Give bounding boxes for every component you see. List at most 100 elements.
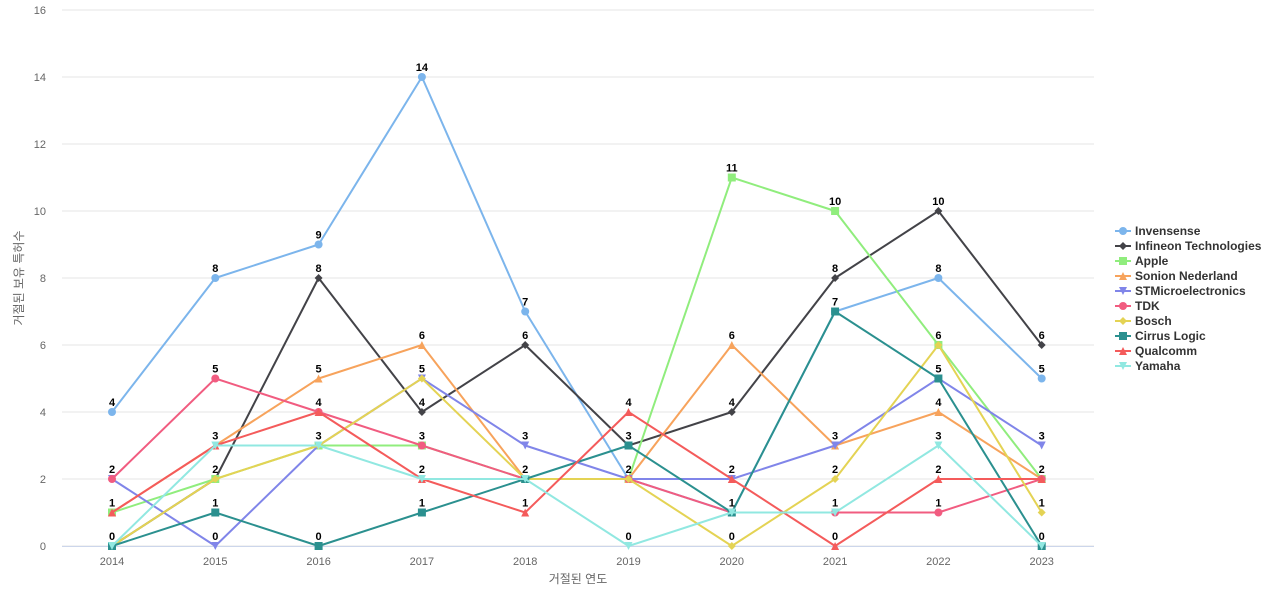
data-label: 4 xyxy=(316,397,323,409)
data-label: 1 xyxy=(212,498,218,510)
data-point xyxy=(108,508,116,517)
data-label: 0 xyxy=(109,531,115,543)
y-tick-label: 6 xyxy=(40,340,46,352)
legend-item-yamaha[interactable]: Yamaha xyxy=(1115,359,1181,373)
legend-item-stmicroelectronics[interactable]: STMicroelectronics xyxy=(1115,284,1246,298)
data-point xyxy=(624,408,633,416)
data-label: 1 xyxy=(832,498,838,510)
data-labels: 4210853210985430146543217632143201164210… xyxy=(109,62,1045,543)
data-label: 2 xyxy=(212,464,218,476)
data-label: 2 xyxy=(832,464,838,476)
data-label: 0 xyxy=(729,531,735,543)
data-label: 5 xyxy=(212,364,218,376)
legend-item-sonion-nederland[interactable]: Sonion Nederland xyxy=(1115,269,1238,283)
data-point xyxy=(108,542,116,550)
legend-label: Bosch xyxy=(1135,314,1172,328)
legend-label: Cirrus Logic xyxy=(1135,329,1206,343)
data-point xyxy=(417,441,426,450)
data-point xyxy=(727,408,736,416)
data-label: 11 xyxy=(726,163,738,175)
data-point xyxy=(211,542,220,550)
data-point xyxy=(417,73,426,81)
data-label: 0 xyxy=(316,531,322,543)
legend-item-bosch[interactable]: Bosch xyxy=(1115,314,1172,328)
legend-item-apple[interactable]: Apple xyxy=(1115,254,1169,268)
legend-label: TDK xyxy=(1135,299,1160,313)
series-infineon-technologies xyxy=(108,207,1046,550)
data-label: 0 xyxy=(1039,531,1045,543)
data-point xyxy=(624,441,633,450)
data-point xyxy=(831,207,840,215)
data-point xyxy=(417,374,426,383)
data-point xyxy=(934,341,943,349)
x-tick-label: 2017 xyxy=(410,556,434,568)
legend-label: Invensense xyxy=(1135,224,1201,238)
series-line xyxy=(111,411,1043,547)
data-label: 5 xyxy=(419,364,425,376)
legend-marker xyxy=(1119,257,1127,265)
data-point xyxy=(211,475,220,483)
data-label: 1 xyxy=(522,498,528,510)
data-label: 1 xyxy=(1039,498,1045,510)
data-label: 5 xyxy=(1039,364,1045,376)
data-label: 0 xyxy=(212,531,218,543)
data-label: 2 xyxy=(522,464,528,476)
data-point xyxy=(417,508,426,517)
y-tick-label: 12 xyxy=(34,139,46,151)
y-tick-label: 14 xyxy=(34,72,46,84)
series-qualcomm xyxy=(108,408,1046,550)
legend-marker xyxy=(1119,227,1127,235)
data-point xyxy=(727,542,736,550)
data-point xyxy=(624,542,633,550)
data-point xyxy=(727,508,736,517)
data-point xyxy=(831,542,840,550)
series-line xyxy=(111,444,1043,547)
legend-marker xyxy=(1119,242,1127,250)
data-point xyxy=(934,441,943,450)
series-line xyxy=(111,344,1043,514)
data-label: 8 xyxy=(832,263,838,275)
data-point xyxy=(831,508,840,517)
data-point xyxy=(934,274,943,282)
data-point xyxy=(624,475,633,483)
data-label: 10 xyxy=(932,196,944,208)
legend-item-invensense[interactable]: Invensense xyxy=(1115,224,1201,238)
series-invensense xyxy=(108,73,1046,517)
x-tick-label: 2023 xyxy=(1029,556,1053,568)
data-point xyxy=(934,475,943,483)
data-point xyxy=(521,441,530,450)
data-point xyxy=(934,374,943,383)
legend-item-cirrus-logic[interactable]: Cirrus Logic xyxy=(1115,329,1206,343)
data-label: 2 xyxy=(729,464,735,476)
data-point xyxy=(521,475,530,483)
y-tick-label: 4 xyxy=(40,407,46,419)
legend-item-tdk[interactable]: TDK xyxy=(1115,299,1160,313)
data-label: 3 xyxy=(832,431,838,443)
grid-lines xyxy=(62,9,1094,547)
data-point xyxy=(1037,542,1046,550)
y-tick-label: 8 xyxy=(40,273,46,285)
legend-item-infineon-technologies[interactable]: Infineon Technologies xyxy=(1115,239,1262,253)
data-label: 0 xyxy=(625,531,631,543)
legend-marker xyxy=(1119,302,1127,310)
data-point xyxy=(1037,374,1046,383)
data-label: 5 xyxy=(316,364,322,376)
data-point xyxy=(727,173,736,182)
legend-label: Yamaha xyxy=(1135,359,1181,373)
series-sonion-nederland xyxy=(108,341,1046,517)
legend-label: Apple xyxy=(1135,254,1169,268)
data-label: 8 xyxy=(212,263,218,275)
legend-marker xyxy=(1119,287,1127,295)
y-tick-label: 16 xyxy=(34,5,46,17)
x-tick-label: 2014 xyxy=(100,556,124,568)
data-label: 3 xyxy=(1039,431,1045,443)
data-point xyxy=(211,274,220,282)
data-label: 6 xyxy=(1039,330,1045,342)
data-point xyxy=(1037,475,1046,483)
series-line xyxy=(111,344,1043,547)
data-point xyxy=(831,307,840,316)
legend-item-qualcomm[interactable]: Qualcomm xyxy=(1115,344,1197,358)
data-label: 1 xyxy=(935,498,941,510)
